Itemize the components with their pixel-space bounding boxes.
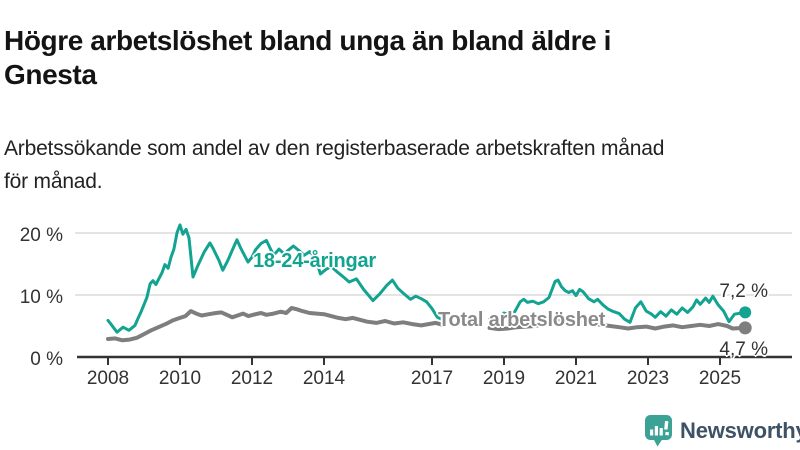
series-end-dot — [738, 321, 752, 335]
series-label-total: Total arbetslöshet — [438, 309, 606, 331]
end-value-label-total: 4,7 % — [719, 339, 768, 360]
page-subtitle: Arbetssökande som andel av den registerb… — [4, 137, 665, 193]
x-axis-tick-label: 2019 — [482, 368, 526, 389]
series-label-18-24: 18-24-åringar — [253, 250, 377, 272]
x-axis-tick-label: 2023 — [626, 368, 670, 389]
page-title: Högre arbetslöshet bland unga än bland ä… — [4, 24, 612, 91]
series-line — [106, 306, 445, 343]
y-axis-tick-label-0: 0 % — [30, 349, 63, 370]
x-axis-tick-label: 2010 — [158, 368, 202, 389]
end-value-label-18-24: 7,2 % — [719, 281, 768, 302]
x-axis-tick-label: 2017 — [410, 368, 454, 389]
x-axis-tick-label: 2025 — [698, 368, 742, 389]
series-end-dot — [739, 306, 752, 319]
newsworthy-logo-icon — [645, 415, 672, 447]
newsworthy-brand: Newsworthy — [644, 414, 800, 447]
x-axis-tick-label: 2012 — [230, 368, 274, 389]
newsworthy-brand-text: Newsworthy — [680, 418, 800, 443]
series-line — [106, 223, 445, 334]
y-axis-tick-label-10: 10 % — [19, 287, 63, 308]
x-axis-tick-label: 2008 — [86, 368, 130, 389]
x-axis-tick-label: 2014 — [302, 368, 346, 389]
y-axis-tick-label-20: 20 % — [19, 225, 63, 246]
x-axis-tick-label: 2021 — [554, 368, 598, 389]
